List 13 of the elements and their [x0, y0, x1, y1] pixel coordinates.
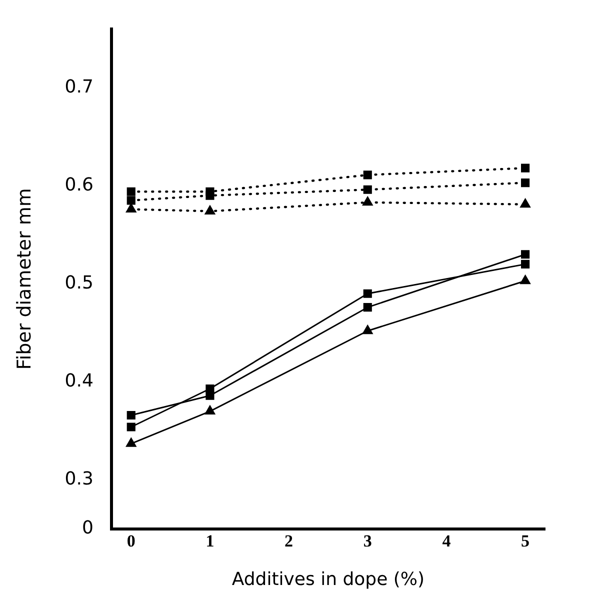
y-tick-label: 0.5 — [64, 272, 94, 294]
x-tick-label: 5 — [521, 532, 530, 551]
y-tick-label: 0.6 — [64, 174, 94, 196]
y-tick-label: 0.7 — [64, 76, 94, 98]
y-axis-title: Fiber diameter mm — [13, 188, 36, 370]
x-tick-label: 0 — [126, 532, 136, 551]
x-tick-label: 1 — [206, 532, 214, 551]
x-tick-label: 3 — [363, 532, 372, 551]
y-tick-label: 0.4 — [64, 370, 94, 392]
x-tick-label: 2 — [284, 532, 294, 551]
x-tick-label: 4 — [442, 532, 452, 551]
x-axis-title: Additives in dope (%) — [232, 568, 425, 590]
y-tick-label: 0.3 — [64, 468, 94, 490]
